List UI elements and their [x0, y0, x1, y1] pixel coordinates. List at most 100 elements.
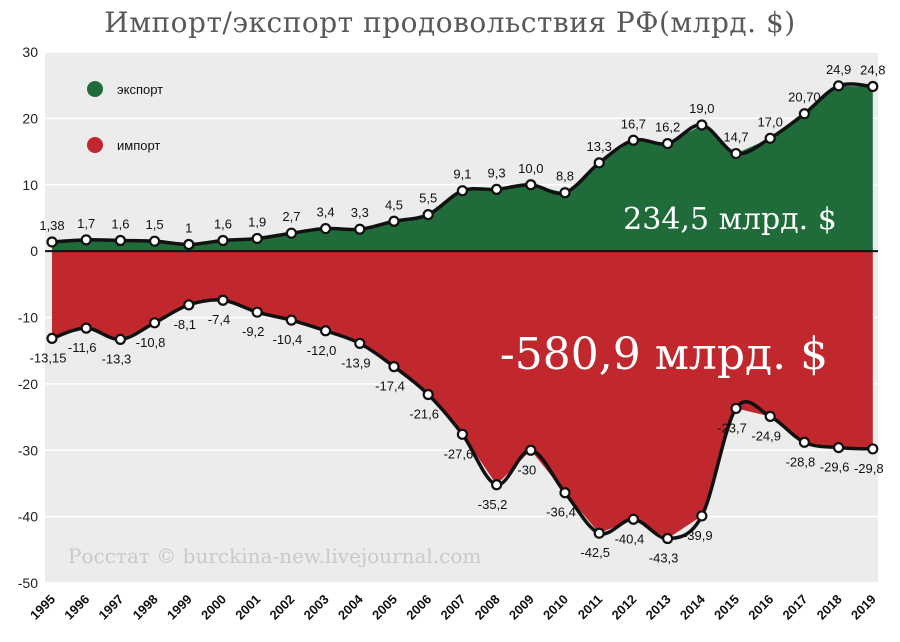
export-data-label: 5,5	[419, 191, 437, 206]
export-data-label: 1,7	[77, 216, 95, 231]
export-data-label: 20,70	[788, 90, 821, 105]
export-point	[114, 234, 127, 247]
import-point	[525, 444, 537, 456]
y-tick-label: 0	[30, 243, 38, 259]
export-point	[80, 234, 92, 246]
y-tick-label: -20	[18, 376, 38, 392]
import-point	[627, 513, 640, 525]
export-data-label: 8,8	[556, 169, 574, 184]
import-data-label: -21,6	[409, 406, 439, 421]
import-data-label: -10,8	[136, 335, 166, 350]
import-data-label: -17,4	[375, 379, 405, 394]
y-tick-label: -40	[18, 509, 38, 525]
export-data-label: 1,6	[214, 217, 232, 232]
export-data-label: 16,2	[655, 120, 680, 135]
import-data-label: -39,9	[683, 528, 713, 543]
export-point	[46, 236, 58, 248]
import-data-label: -42,5	[580, 545, 610, 560]
x-tick-label: 2001	[232, 592, 263, 623]
x-tick-label: 2004	[335, 591, 367, 623]
import-point	[661, 532, 674, 545]
legend-export-label: экспорт	[117, 82, 163, 97]
export-data-label: 13,3	[587, 139, 612, 154]
import-point	[114, 333, 127, 346]
import-point	[593, 527, 605, 539]
x-tick-label: 2019	[848, 592, 879, 623]
import-point	[217, 294, 229, 306]
import-point	[183, 299, 195, 311]
import-data-label: -43,3	[649, 551, 679, 566]
import-data-label: -12,0	[307, 343, 337, 358]
import-data-label: -23,7	[717, 420, 747, 435]
x-tick-label: 1997	[95, 592, 126, 623]
import-point	[149, 317, 161, 329]
import-data-label: -40,4	[615, 531, 645, 546]
import-point	[559, 487, 571, 499]
import-point	[491, 479, 503, 491]
export-point	[661, 137, 674, 150]
legend-export-marker	[87, 81, 103, 97]
import-point	[422, 388, 434, 401]
import-point	[251, 306, 263, 318]
y-tick-label: -30	[18, 442, 38, 458]
x-tick-label: 2007	[437, 592, 468, 623]
export-point	[285, 227, 297, 239]
import-point	[320, 325, 332, 337]
chart-title: Импорт/экспорт продовольствия РФ(млрд. $…	[104, 6, 796, 39]
export-point	[696, 119, 708, 131]
import-data-label: -7,4	[208, 312, 230, 327]
x-tick-label: 2009	[506, 592, 537, 623]
export-point	[798, 108, 811, 120]
export-point	[593, 157, 605, 169]
export-data-label: 1,5	[146, 217, 164, 232]
import-data-label: -24,9	[751, 428, 781, 443]
import-data-label: -29,8	[854, 461, 884, 476]
export-point	[320, 222, 332, 235]
export-data-label: 3,4	[317, 205, 335, 220]
import-point	[696, 510, 708, 522]
export-point	[730, 147, 742, 160]
x-tick-label: 2005	[369, 592, 400, 623]
export-point	[149, 235, 161, 247]
import-data-label: -29,6	[820, 460, 850, 475]
x-tick-label: 2010	[540, 592, 571, 623]
export-data-label: 10,0	[518, 161, 543, 176]
import-data-label: -28,8	[786, 454, 816, 469]
export-data-label: 9,3	[488, 165, 506, 180]
x-tick-label: 2008	[472, 592, 503, 623]
source-watermark: Росстат © burckina-new.livejournal.com	[68, 544, 481, 568]
import-point	[730, 402, 742, 415]
export-data-label: 4,5	[385, 197, 403, 212]
import-point	[285, 314, 297, 326]
x-tick-label: 2015	[711, 592, 742, 623]
x-tick-label: 1995	[27, 592, 58, 623]
export-data-label: 17,0	[758, 114, 783, 129]
export-data-label: 16,7	[621, 116, 646, 131]
import-point	[80, 322, 92, 334]
export-point	[354, 223, 366, 235]
export-point	[456, 185, 468, 197]
export-data-label: 3,3	[351, 205, 369, 220]
export-data-label: 1,38	[39, 218, 64, 233]
export-point	[764, 132, 776, 144]
x-tick-label: 2012	[608, 592, 639, 623]
import-data-label: -11,6	[68, 340, 97, 355]
x-tick-label: 1998	[130, 592, 161, 623]
export-area	[52, 85, 873, 252]
export-point	[251, 232, 263, 245]
import-point	[456, 428, 468, 440]
export-point	[422, 209, 434, 221]
import-data-label: -27,6	[444, 446, 474, 461]
y-tick-label: 20	[22, 110, 38, 126]
export-data-label: 24,9	[826, 62, 851, 77]
export-total-label: 234,5 млрд. $	[623, 202, 837, 237]
export-point	[559, 187, 571, 199]
export-data-label: 9,1	[453, 167, 471, 182]
export-point	[388, 215, 400, 227]
export-point	[867, 80, 879, 93]
import-total-label: -580,9 млрд. $	[500, 329, 828, 380]
export-data-label: 2,7	[282, 209, 300, 224]
y-tick-label: -10	[18, 310, 38, 326]
x-tick-label: 1999	[164, 592, 195, 623]
import-data-label: -13,9	[341, 355, 371, 370]
